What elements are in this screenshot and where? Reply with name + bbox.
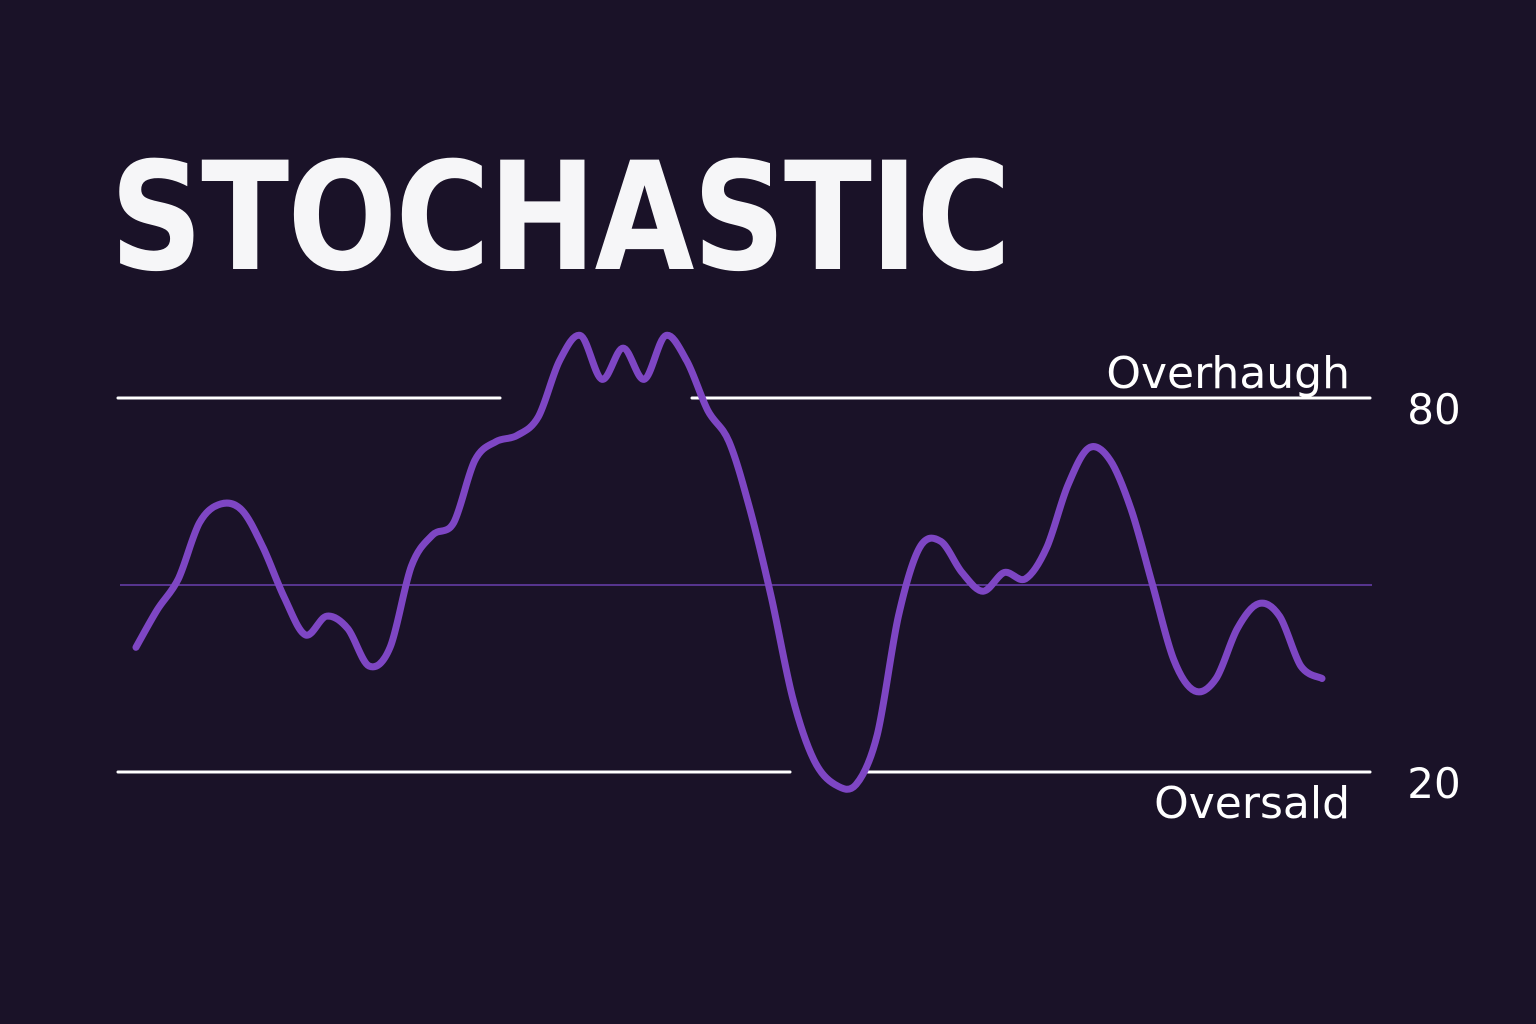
threshold-labels: Overhaugh 80 Oversald 20 (1106, 348, 1460, 829)
series-line-0 (132, 331, 1326, 793)
stochastic-series (132, 331, 1326, 793)
oversold-label: Oversald (1154, 778, 1350, 829)
tick-label-80: 80 (1407, 385, 1460, 434)
overbought-label: Overhaugh (1106, 348, 1350, 399)
page-title: STOCHASTIC (110, 131, 1011, 305)
tick-label-20: 20 (1407, 759, 1460, 808)
threshold-lines (116, 396, 1372, 774)
